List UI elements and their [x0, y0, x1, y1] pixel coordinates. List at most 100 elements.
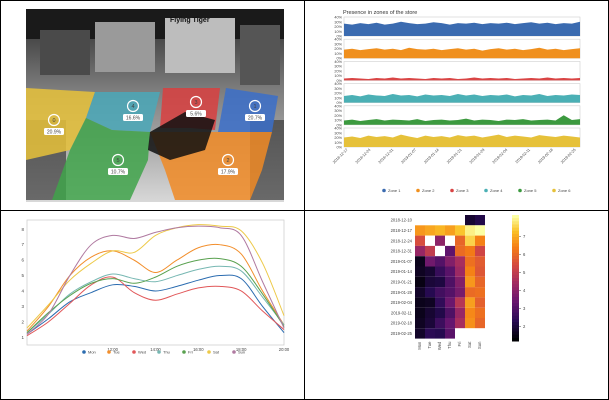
heatmap-cell — [475, 318, 485, 329]
x-tick-label: 14:00 — [150, 347, 161, 352]
legend-label: Sat — [213, 350, 220, 355]
zone-polygon-5 — [52, 118, 150, 200]
row-label: 2019-01-07 — [391, 259, 413, 264]
heatmap-cell — [475, 225, 485, 236]
row-label: 2019-02-18 — [391, 321, 413, 326]
legend-marker — [552, 188, 556, 193]
x-tick-label: 2019-01-21 — [446, 148, 463, 165]
colorbar-step — [512, 290, 519, 295]
heatmap-cell — [465, 276, 475, 288]
heatmap-cell — [455, 235, 465, 246]
chart-title: Presence in zones of the store — [343, 10, 417, 16]
zone-badge-value: 20.9% — [47, 130, 62, 136]
heatmap-cell — [425, 225, 435, 236]
zone-badge-box — [108, 168, 128, 175]
x-tick-label: 2019-01-14 — [423, 148, 440, 165]
colorbar-step — [512, 303, 519, 307]
zone-badge-value: 20.7% — [248, 116, 263, 122]
row-labels: 2018-12-10 2018-12-17 2018-12-24 2018-12-31… — [391, 218, 413, 336]
heatmap-cell — [425, 235, 435, 246]
column-labels: Mon Tue Wed Thu Fri Sat Sun — [417, 341, 482, 350]
heatmap-cell — [455, 215, 465, 226]
y-tick-label: 1 — [21, 335, 24, 340]
colorbar-step — [512, 215, 519, 219]
heatmap-cell — [465, 297, 475, 308]
plot-area — [26, 219, 285, 346]
heatmap-cell — [465, 215, 475, 226]
panel-hourly-lines: 1 2 3 4 5 6 7 8 12:00 14:00 16:00 18:00 20:00 Mon Tu… — [21, 219, 290, 355]
heatmap-cell — [455, 297, 465, 308]
y-tick-label: 30% — [334, 20, 342, 24]
zone-badge-label: 3 — [194, 100, 197, 106]
zone-badge-box — [44, 128, 64, 135]
y-tick-label: 30% — [334, 131, 342, 135]
legend-marker — [207, 350, 211, 354]
heatmap-cell — [425, 215, 435, 226]
column-label: Sun — [477, 341, 482, 349]
y-tick-label: 10% — [334, 119, 342, 123]
area-zone-4 — [344, 94, 580, 103]
heatmap-cell — [425, 266, 435, 277]
heatmap-cell — [465, 328, 475, 339]
heatmap-cell — [435, 328, 445, 339]
colorbar-step — [512, 221, 519, 225]
x-tick-label: 18:00 — [236, 347, 247, 352]
heatmap-cell — [475, 245, 485, 257]
colorbar-step — [512, 296, 519, 301]
heatmap-cell — [415, 287, 425, 298]
legend-marker — [232, 350, 236, 354]
colorbar-step — [512, 284, 519, 288]
heatmap-cell — [455, 287, 465, 298]
legend: Zone 1 Zone 2 Zone 3 Zone 4 Zone 5 Zone 6 — [382, 188, 571, 193]
heatmap-cell — [435, 276, 445, 288]
heatmap-cell — [425, 256, 435, 267]
heatmap-cell — [435, 287, 445, 298]
heatmap-cell — [475, 256, 485, 267]
legend-label: Fri — [188, 350, 193, 355]
y-tick-label: 40% — [334, 104, 342, 108]
heatmap-cell — [435, 235, 445, 246]
row-label: 2019-02-25 — [391, 331, 413, 336]
x-tick-label: 2019-02-11 — [515, 148, 531, 164]
area-subplot-5: 40%30%20%10%0% — [334, 104, 581, 127]
heatmap-cell — [445, 256, 455, 267]
line-sat — [26, 224, 285, 329]
heatmap-cell — [415, 276, 425, 288]
heatmap-cell — [445, 235, 455, 246]
colorbar-step — [512, 278, 519, 282]
column-label: Wed — [437, 341, 442, 350]
legend-label: Zone 4 — [490, 188, 503, 193]
heatmap-cell — [455, 276, 465, 288]
zone-badge-value: 17.9% — [221, 170, 236, 176]
colorbar: 7 6 5 4 3 2 — [512, 215, 526, 342]
y-tick-label: 0% — [337, 123, 343, 127]
zone-badge-value: 5.6% — [190, 112, 202, 118]
colorbar-step — [512, 281, 519, 285]
column-label: Fri — [457, 342, 462, 347]
y-tick-label: 0% — [337, 101, 343, 105]
colorbar-step — [512, 318, 519, 323]
x-tick-label: 2019-02-04 — [492, 148, 509, 165]
zone-badge-box — [218, 168, 238, 175]
colorbar-step — [512, 331, 519, 336]
legend-label: Zone 6 — [558, 188, 571, 193]
heatmap-cell — [425, 297, 435, 308]
column-label: Tue — [427, 341, 432, 349]
legend-label: Zone 1 — [388, 188, 401, 193]
x-axis: 12:00 14:00 16:00 18:00 20:00 — [107, 347, 289, 352]
colorbar-step — [512, 274, 519, 279]
legend-marker — [182, 350, 186, 354]
heatmap-cell — [425, 307, 435, 318]
heatmap-cell — [435, 215, 445, 226]
y-tick-label: 40% — [334, 82, 342, 86]
center-display — [148, 112, 215, 160]
heatmap-cell — [435, 245, 445, 257]
heatmap-cell — [465, 256, 475, 267]
colorbar-step — [512, 306, 519, 310]
y-tick-label: 10% — [334, 141, 342, 145]
x-axis-dates: 2018-12-17 2018-12-24 2018-12-31 2019-01-07… — [332, 148, 577, 165]
colorbar-step — [512, 325, 519, 329]
area-zone-1 — [344, 21, 580, 36]
colorbar-step — [512, 262, 519, 266]
